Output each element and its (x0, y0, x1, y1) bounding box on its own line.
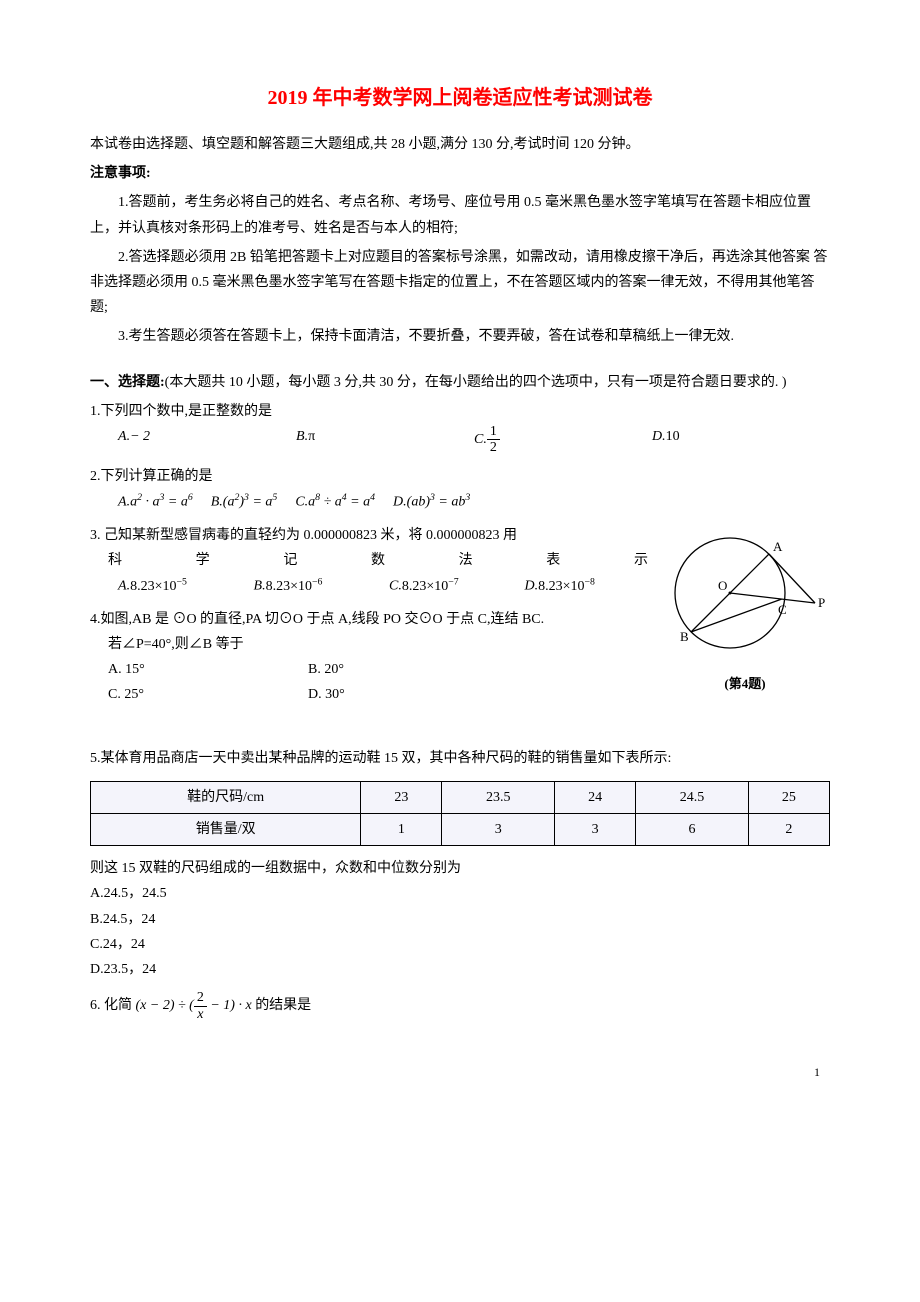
q3-options: A.8.23×10−5 B.8.23×10−6 C.8.23×10−7 D.8.… (118, 573, 660, 599)
q1-opt-a: A.− 2 (118, 424, 296, 456)
fig-label-b: B (680, 629, 689, 644)
q3-opt-d: D.8.23×10−8 (525, 573, 661, 599)
fig-label-a: A (773, 539, 783, 554)
section-1-header-bold: 一、选择题: (90, 375, 165, 390)
q2-opt-a: A.a2 · a3 = a6 (118, 489, 193, 515)
q4-opt-c: C. 25° (108, 682, 308, 707)
q3-ch-3: 数 (371, 548, 385, 573)
q5-table: 鞋的尺码/cm 23 23.5 24 24.5 25 销售量/双 1 3 3 6… (90, 781, 830, 846)
q3-a-exp: −5 (176, 576, 186, 587)
q1-c-num: 1 (487, 424, 500, 440)
q4-figure-svg: A B O C P (660, 523, 830, 663)
q3-c-base: 8.23×10 (402, 579, 448, 594)
q3-opt-a: A.8.23×10−5 (118, 573, 254, 599)
q4-figure: A B O C P (第4题) (660, 523, 830, 716)
q3-ch-1: 学 (196, 548, 210, 573)
q3-d-base: 8.23×10 (538, 579, 584, 594)
exam-title: 2019 年中考数学网上阅卷适应性考试测试卷 (90, 80, 830, 116)
question-3: 3. 己知某新型感冒病毒的直轻约为 0.000000823 米，将 0.0000… (90, 523, 660, 599)
q1-d-val: 10 (666, 429, 680, 444)
q5-size-0: 23 (361, 781, 442, 813)
q3-d-exp: −8 (585, 576, 595, 587)
q4-opt-d: D. 30° (308, 682, 508, 707)
question-4: 4.如图,AB 是 ⊙O 的直径,PA 切⊙O 于点 A,线段 PO 交⊙O 于… (90, 607, 660, 708)
q6-frac-num: 2 (194, 990, 207, 1006)
q5-size-3: 24.5 (636, 781, 749, 813)
q3-ch-0: 科 (108, 548, 122, 573)
q4-opt-b: B. 20° (308, 657, 508, 682)
section-1-header: 一、选择题:(本大题共 10 小题，每小题 3 分,共 30 分，在每小题给出的… (90, 370, 830, 395)
q3-a-base: 8.23×10 (130, 579, 176, 594)
q5-sale-2: 3 (555, 814, 636, 846)
q5-row1-header: 鞋的尺码/cm (91, 781, 361, 813)
q6-expression: (x − 2) ÷ (2x − 1) · x (136, 998, 252, 1013)
fig-label-o: O (718, 578, 727, 593)
q5-after: 则这 15 双鞋的尺码组成的一组数据中，众数和中位数分别为 (90, 856, 830, 881)
q5-row2-header: 销售量/双 (91, 814, 361, 846)
q6-suffix: 的结果是 (255, 998, 311, 1013)
q5-sale-3: 6 (636, 814, 749, 846)
section-1-header-rest: (本大题共 10 小题，每小题 3 分,共 30 分，在每小题给出的四个选项中，… (165, 375, 787, 390)
q2-options: A.a2 · a3 = a6 B.(a2)3 = a5 C.a8 ÷ a4 = … (118, 489, 830, 515)
q4-options: A. 15° B. 20° C. 25° D. 30° (108, 657, 660, 707)
q1-options: A.− 2 B.π C.12 D.10 (118, 424, 830, 456)
q3-b-base: 8.23×10 (266, 579, 312, 594)
q4-stem-line2: 若∠P=40°,则∠B 等于 (108, 632, 660, 657)
q2-opt-d: D.(ab)3 = ab3 (393, 489, 470, 515)
q3-ch-4: 法 (459, 548, 473, 573)
q3-opt-c: C.8.23×10−7 (389, 573, 525, 599)
q2-stem: 2.下列计算正确的是 (90, 464, 830, 489)
q1-stem: 1.下列四个数中,是正整数的是 (90, 399, 830, 424)
q1-a-val: − 2 (130, 429, 150, 444)
q5-size-1: 23.5 (442, 781, 555, 813)
q1-b-val: π (308, 429, 315, 444)
q6-prefix: 6. 化简 (90, 998, 136, 1013)
q3-ch-2: 记 (283, 548, 297, 573)
q5-stem: 5.某体育用品商店一天中卖出某种品牌的运动鞋 15 双，其中各种尺码的鞋的销售量… (90, 746, 830, 771)
question-5: 5.某体育用品商店一天中卖出某种品牌的运动鞋 15 双，其中各种尺码的鞋的销售量… (90, 746, 830, 983)
q3-ch-6: 示 (634, 548, 648, 573)
q4-stem-line1: 4.如图,AB 是 ⊙O 的直径,PA 切⊙O 于点 A,线段 PO 交⊙O 于… (90, 607, 660, 632)
fig-label-c: C (778, 602, 787, 617)
q5-opt-c: C.24，24 (90, 932, 830, 957)
fig-label-p: P (818, 595, 825, 610)
q5-size-2: 24 (555, 781, 636, 813)
q2-opt-b: B.(a2)3 = a5 (211, 489, 278, 515)
q5-opt-b: B.24.5，24 (90, 907, 830, 932)
question-6: 6. 化简 (x − 2) ÷ (2x − 1) · x 的结果是 (90, 990, 830, 1022)
q1-c-den: 2 (487, 440, 500, 455)
q5-opt-d: D.23.5，24 (90, 957, 830, 982)
q6-frac-den: x (197, 1007, 203, 1022)
notice-item-2: 2.答选择题必须用 2B 铅笔把答题卡上对应题目的答案标号涂黑，如需改动，请用橡… (90, 245, 830, 321)
q3-b-exp: −6 (312, 576, 322, 587)
question-1: 1.下列四个数中,是正整数的是 A.− 2 B.π C.12 D.10 (90, 399, 830, 456)
q3-opt-b: B.8.23×10−6 (254, 573, 390, 599)
q1-opt-d: D.10 (652, 424, 830, 456)
question-2: 2.下列计算正确的是 A.a2 · a3 = a6 B.(a2)3 = a5 C… (90, 464, 830, 515)
table-row: 销售量/双 1 3 3 6 2 (91, 814, 830, 846)
q3-ch-5: 表 (546, 548, 560, 573)
q2-opt-c: C.a8 ÷ a4 = a4 (295, 489, 375, 515)
notice-item-1: 1.答题前，考生务必将自己的姓名、考点名称、考场号、座位号用 0.5 毫米黑色墨… (90, 190, 830, 240)
q3-stem-line1: 3. 己知某新型感冒病毒的直轻约为 0.000000823 米，将 0.0000… (90, 523, 660, 548)
q4-opt-a: A. 15° (108, 657, 308, 682)
q1-opt-c: C.12 (474, 424, 652, 456)
table-row: 鞋的尺码/cm 23 23.5 24 24.5 25 (91, 781, 830, 813)
notice-header: 注意事项: (90, 161, 830, 186)
page-number: 1 (90, 1062, 830, 1084)
q5-sale-0: 1 (361, 814, 442, 846)
notice-item-3: 3.考生答题必须答在答题卡上，保持卡面清洁，不要折叠，不要弄破，答在试卷和草稿纸… (90, 324, 830, 349)
q5-opt-a: A.24.5，24.5 (90, 881, 830, 906)
q3-stem-line2: 科 学 记 数 法 表 示 (108, 548, 660, 573)
q5-size-4: 25 (748, 781, 829, 813)
q5-sale-4: 2 (748, 814, 829, 846)
q5-sale-1: 3 (442, 814, 555, 846)
q3-c-exp: −7 (448, 576, 458, 587)
q1-opt-b: B.π (296, 424, 474, 456)
q3-q4-block: 3. 己知某新型感冒病毒的直轻约为 0.000000823 米，将 0.0000… (90, 523, 830, 716)
q4-figure-caption: (第4题) (660, 672, 830, 695)
exam-intro: 本试卷由选择题、填空题和解答题三大题组成,共 28 小题,满分 130 分,考试… (90, 132, 830, 157)
